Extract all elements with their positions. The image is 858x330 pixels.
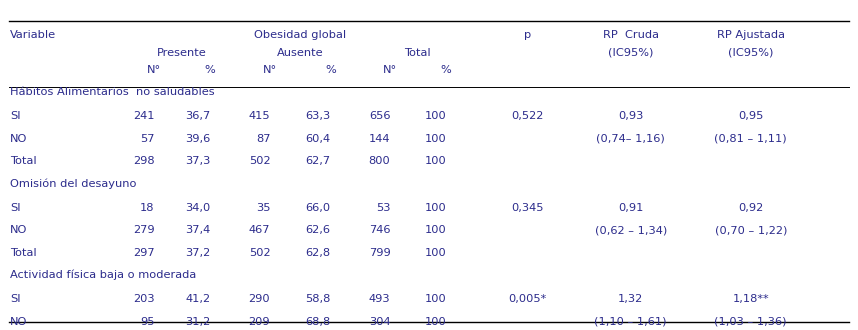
Text: NO: NO [10, 134, 27, 144]
Text: (1,03 – 1,36): (1,03 – 1,36) [715, 317, 787, 327]
Text: 290: 290 [249, 294, 270, 304]
Text: 279: 279 [133, 225, 154, 235]
Text: 39,6: 39,6 [185, 134, 210, 144]
Text: 0,92: 0,92 [738, 203, 764, 213]
Text: (IC95%): (IC95%) [608, 48, 653, 58]
Text: 800: 800 [369, 156, 390, 166]
Text: 68,8: 68,8 [305, 317, 330, 327]
Text: 467: 467 [249, 225, 270, 235]
Text: 36,7: 36,7 [185, 112, 210, 121]
Text: N°: N° [148, 65, 161, 75]
Text: 100: 100 [425, 134, 446, 144]
Text: 100: 100 [425, 317, 446, 327]
Text: 63,3: 63,3 [305, 112, 330, 121]
Text: 298: 298 [133, 156, 154, 166]
Text: 0,005*: 0,005* [509, 294, 547, 304]
Text: (1,10 – 1,61): (1,10 – 1,61) [595, 317, 667, 327]
Text: SI: SI [10, 112, 21, 121]
Text: NO: NO [10, 317, 27, 327]
Text: (0,81 – 1,11): (0,81 – 1,11) [715, 134, 787, 144]
Text: Variable: Variable [10, 30, 57, 40]
Text: Actividad física baja o moderada: Actividad física baja o moderada [10, 270, 196, 280]
Text: NO: NO [10, 225, 27, 235]
Text: %: % [205, 65, 215, 75]
Text: 656: 656 [369, 112, 390, 121]
Text: 100: 100 [425, 248, 446, 258]
Text: 41,2: 41,2 [185, 294, 210, 304]
Text: 415: 415 [249, 112, 270, 121]
Text: Total: Total [404, 48, 432, 58]
Text: 1,18**: 1,18** [733, 294, 769, 304]
Text: N°: N° [384, 65, 397, 75]
Text: 100: 100 [425, 225, 446, 235]
Text: 37,4: 37,4 [185, 225, 210, 235]
Text: 62,7: 62,7 [305, 156, 330, 166]
Text: 35: 35 [256, 203, 270, 213]
Text: 0,93: 0,93 [618, 112, 644, 121]
Text: Total: Total [10, 156, 37, 166]
Text: Total: Total [10, 248, 37, 258]
Text: N°: N° [263, 65, 277, 75]
Text: 57: 57 [140, 134, 154, 144]
Text: 241: 241 [133, 112, 154, 121]
Text: %: % [441, 65, 451, 75]
Text: 60,4: 60,4 [305, 134, 330, 144]
Text: 502: 502 [249, 248, 270, 258]
Text: 53: 53 [376, 203, 390, 213]
Text: 31,2: 31,2 [185, 317, 210, 327]
Text: 1,32: 1,32 [618, 294, 644, 304]
Text: 100: 100 [425, 112, 446, 121]
Text: (0,74– 1,16): (0,74– 1,16) [596, 134, 665, 144]
Text: 62,6: 62,6 [305, 225, 330, 235]
Text: Presente: Presente [157, 48, 207, 58]
Text: 493: 493 [369, 294, 390, 304]
Text: 34,0: 34,0 [185, 203, 210, 213]
Text: (0,70 – 1,22): (0,70 – 1,22) [715, 225, 787, 235]
Text: Omisión del desayuno: Omisión del desayuno [10, 179, 136, 189]
Text: 58,8: 58,8 [305, 294, 330, 304]
Text: 66,0: 66,0 [305, 203, 330, 213]
Text: 0,522: 0,522 [511, 112, 544, 121]
Text: 87: 87 [256, 134, 270, 144]
Text: 18: 18 [140, 203, 154, 213]
Text: 746: 746 [369, 225, 390, 235]
Text: 297: 297 [133, 248, 154, 258]
Text: 37,2: 37,2 [185, 248, 210, 258]
Text: 799: 799 [369, 248, 390, 258]
Text: 144: 144 [369, 134, 390, 144]
Text: Hábitos Alimentarios  no saludables: Hábitos Alimentarios no saludables [10, 87, 214, 97]
Text: (0,62 – 1,34): (0,62 – 1,34) [595, 225, 667, 235]
Text: 0,345: 0,345 [511, 203, 544, 213]
Text: 502: 502 [249, 156, 270, 166]
Text: 100: 100 [425, 203, 446, 213]
Text: 37,3: 37,3 [184, 156, 210, 166]
Text: SI: SI [10, 294, 21, 304]
Text: 100: 100 [425, 294, 446, 304]
Text: 209: 209 [249, 317, 270, 327]
Text: Obesidad global: Obesidad global [254, 30, 347, 40]
Text: 100: 100 [425, 156, 446, 166]
Text: 95: 95 [140, 317, 154, 327]
Text: (IC95%): (IC95%) [728, 48, 773, 58]
Text: %: % [325, 65, 335, 75]
Text: Ausente: Ausente [277, 48, 323, 58]
Text: 0,95: 0,95 [738, 112, 764, 121]
Text: 62,8: 62,8 [305, 248, 330, 258]
Text: 304: 304 [369, 317, 390, 327]
Text: RP  Cruda: RP Cruda [602, 30, 659, 40]
Text: 203: 203 [133, 294, 154, 304]
Text: RP Ajustada: RP Ajustada [716, 30, 785, 40]
Text: SI: SI [10, 203, 21, 213]
Text: 0,91: 0,91 [618, 203, 644, 213]
Text: p: p [524, 30, 531, 40]
